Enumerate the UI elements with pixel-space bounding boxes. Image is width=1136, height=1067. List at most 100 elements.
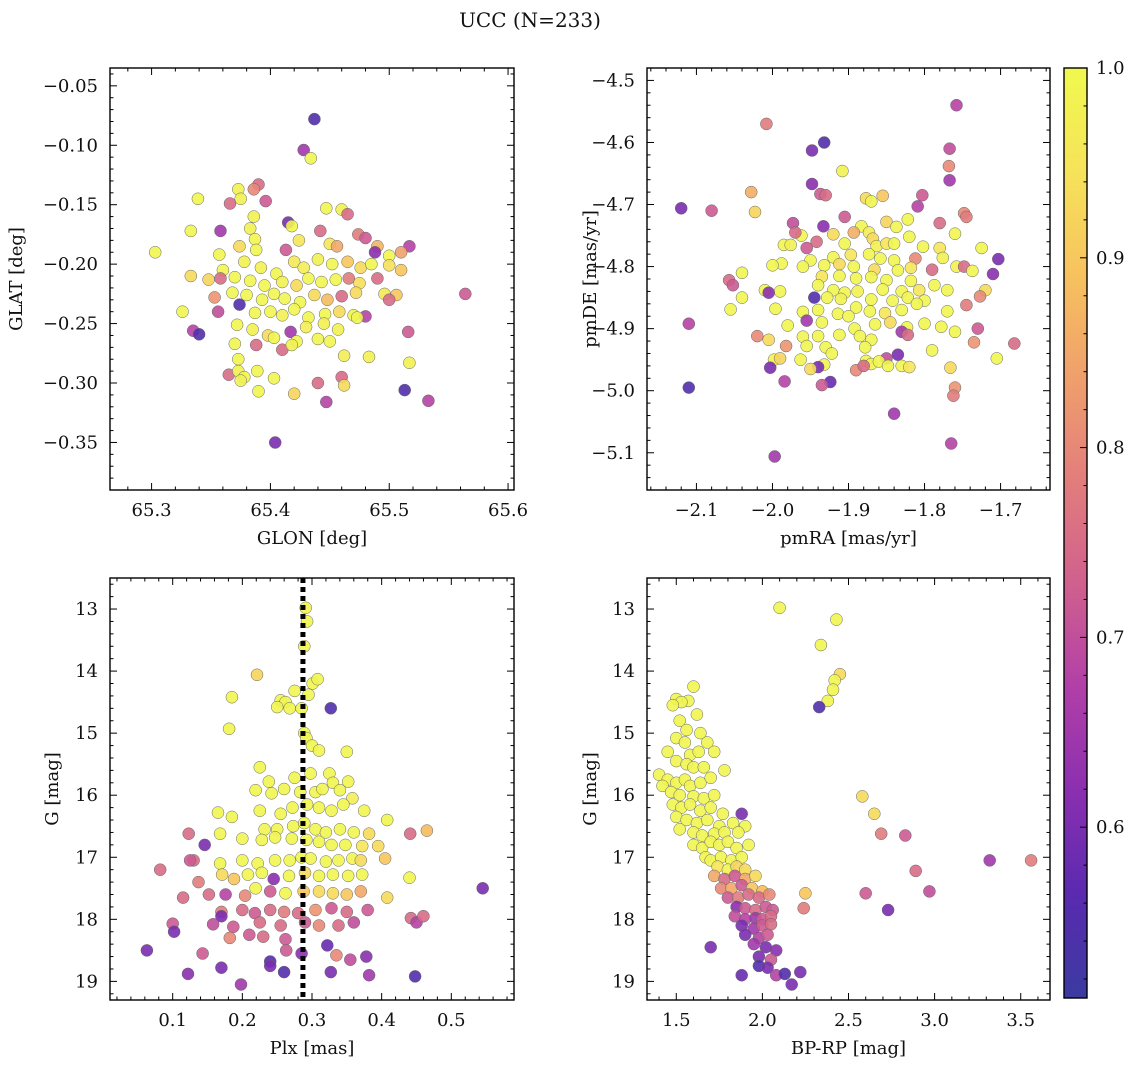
pm-point [967,336,981,349]
plx_mag-y-tick-label: 19 [75,971,98,992]
cmd-x-tick-label: 1.5 [662,1010,691,1031]
cmd-point [661,745,674,759]
cmd-point [704,801,717,814]
sky-point [382,259,396,272]
pm-y-tick-label: −4.7 [591,195,635,216]
pm-point [768,450,781,463]
plx_mag-point [337,798,350,811]
sky-point [233,240,246,253]
pm-point [918,317,931,330]
sky-point [323,335,337,348]
sky-x-tick-label: 65.3 [132,500,172,521]
colorbar-gradient [1064,68,1087,998]
plx_mag-point [283,854,296,867]
pm-point [762,333,775,347]
pm-point [960,210,973,224]
sky-point [315,275,328,289]
sky-point [228,337,242,351]
sky-point [184,224,198,238]
cmd-point [812,700,826,714]
plx_mag-point [332,854,345,867]
sky-x-tick-label: 65.5 [369,500,409,521]
plx_mag-points [140,601,489,991]
pm-point [933,216,946,230]
pm-point [847,226,861,239]
pm-point [912,283,926,297]
sky-y-tick-label: −0.35 [43,432,98,453]
sky-point [287,255,301,269]
cmd-point [773,601,786,615]
cmd-point [856,790,869,803]
cmd-point [704,771,717,785]
pm-point [950,98,963,112]
sky-point [214,224,227,238]
plx_mag-point [286,801,299,814]
sky-point [311,253,325,266]
pm-point [842,309,855,323]
sky-point [329,273,343,286]
cmd-points [652,601,1038,991]
plx_mag-point [380,813,394,827]
cmd-x-tick-label: 3.0 [920,1010,949,1031]
pm-point [858,341,872,354]
cmd-point [761,928,774,942]
plx_mag-point [253,804,267,817]
sky-points [148,112,472,449]
sky-point [243,222,257,235]
sky-point [394,263,408,277]
sky-point [228,270,242,284]
sky-point [148,246,162,259]
sky-point [422,394,435,408]
cmd-x-tick-label: 2.0 [748,1010,777,1031]
cmd-point [683,798,697,811]
sky-frame [109,67,515,491]
sky-point [191,192,205,206]
sky-point [350,311,364,324]
sky-point [211,305,225,318]
sky-point [248,306,262,320]
pm-point [847,260,861,273]
plx_mag-point [267,872,280,886]
plx_mag-point [309,823,322,836]
cmd-point [732,826,745,839]
plx_mag-point [312,869,326,883]
pm-point [796,260,810,273]
pm-point [849,301,863,314]
sky-point [252,385,265,398]
plx_mag-point [340,905,354,919]
plx_mag-point [285,832,299,845]
cmd-point [821,694,835,708]
sky-point [230,318,244,332]
sky-point [354,261,367,274]
cmd-point [673,788,686,802]
pm-point [766,259,779,272]
pm-point [820,291,834,304]
pm-point [941,305,954,318]
cmd-point [785,978,798,991]
pm-point [941,283,954,297]
cmd-point [716,807,730,821]
pm-point [794,353,807,366]
sky-point [287,387,301,400]
cmd-point [666,698,680,712]
cmd-panel: 1.5 2.0 2.5 3.0 3.5 13 14 15 16 17 18 19 BP-RP [mag]… [580,577,1051,1059]
pm-point [928,278,941,292]
plx_mag-point [403,871,416,884]
pm-y-tick-label: −4.6 [591,132,635,153]
pm-point [901,291,915,304]
pm-panel: −2.1 −2.0 −1.9 −1.8 −1.7 −5.1 −5.0 −4.9 −4.8 −4.7… [580,67,1051,549]
pm-point [881,359,895,373]
cmd-y-axis-label: G [mag] [580,752,601,825]
sky-point [341,207,354,221]
plx_mag-point [408,970,422,983]
plx_mag-point [222,722,236,736]
pm-point [865,293,878,306]
pm-point [973,290,987,303]
plx_mag-point [286,819,300,833]
sky-point [297,143,310,157]
cmd-x-axis-label: BP-RP [mag] [791,1038,906,1059]
pm-point [960,298,973,312]
pm-x-tick-label: −2.0 [751,500,795,521]
cmd-point [764,918,778,931]
